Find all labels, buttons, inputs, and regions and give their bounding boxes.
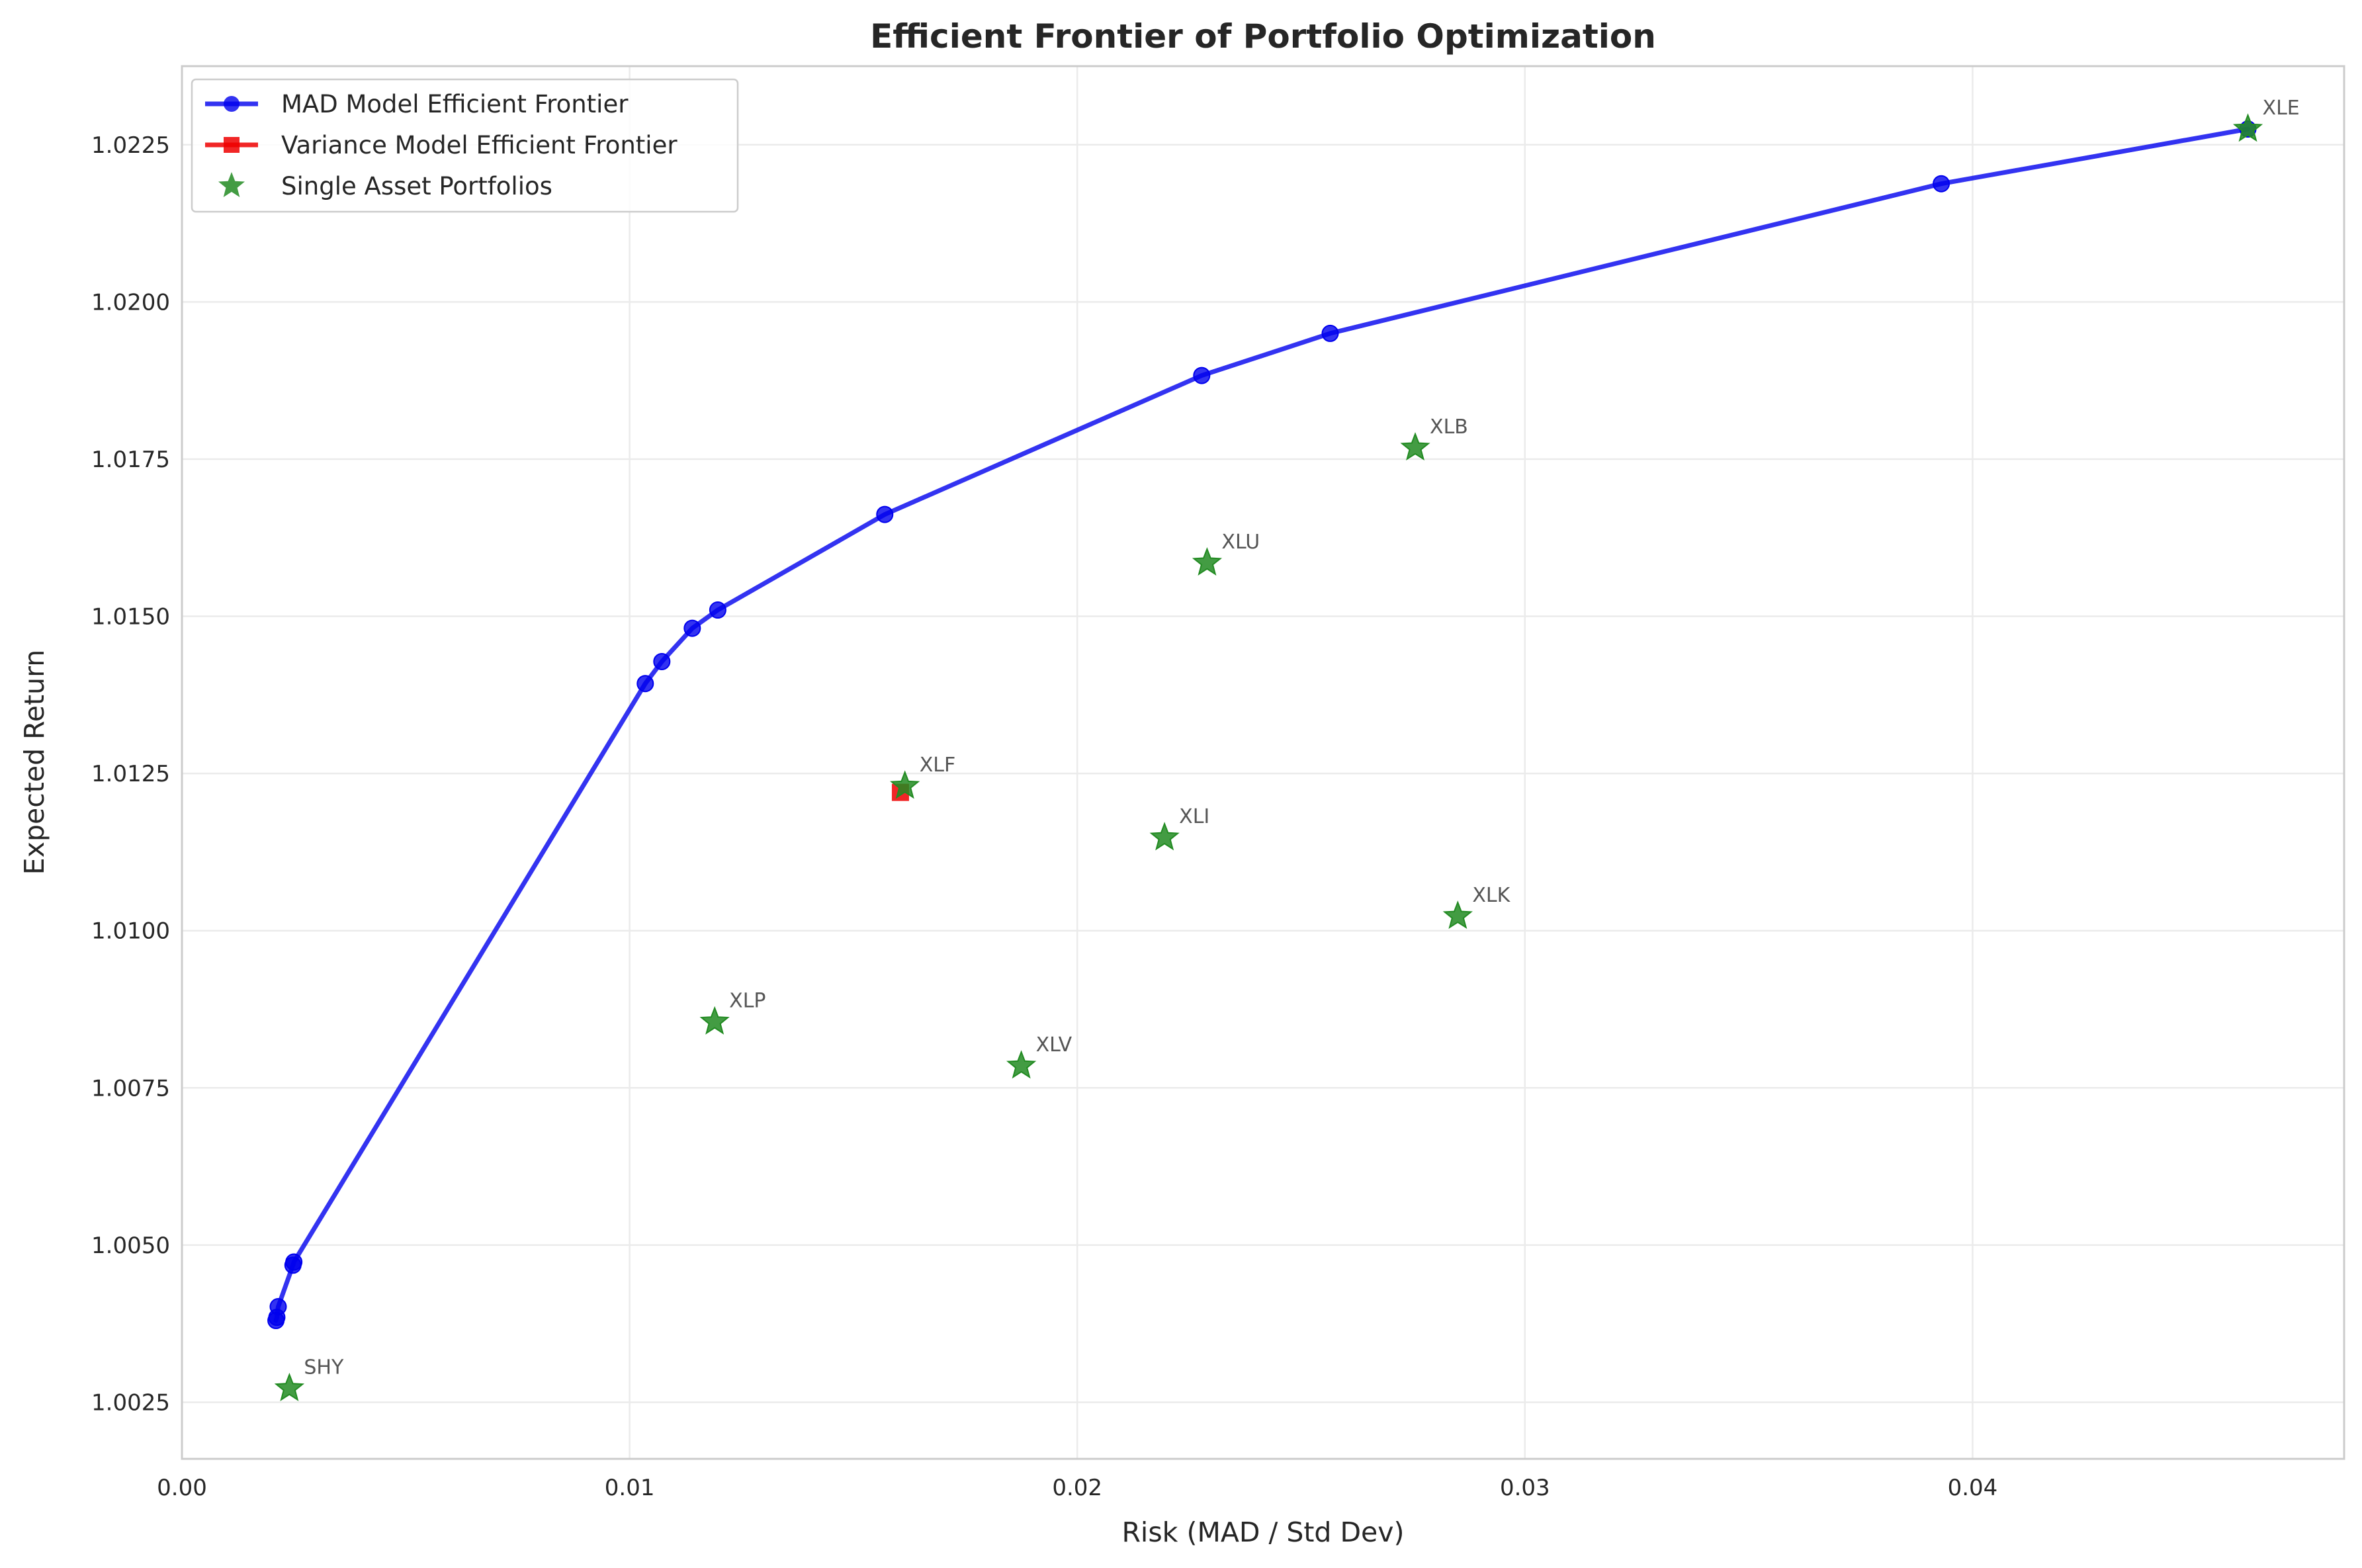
- single-asset-point: [699, 1006, 730, 1035]
- chart-title: Efficient Frontier of Portfolio Optimiza…: [870, 17, 1656, 56]
- legend-mad-marker: [224, 96, 240, 112]
- point-annotations: SHY XLP XLF XLV XLI XLU XLB XLK XLE: [304, 97, 2299, 1379]
- plot-area-frame: [181, 65, 2345, 1460]
- asset-label: SHY: [304, 1356, 344, 1379]
- single-asset-point: [1149, 822, 1180, 851]
- legend-single-asset-marker: [218, 172, 245, 197]
- single-asset-point: [1442, 900, 1473, 930]
- legend-label: MAD Model Efficient Frontier: [281, 90, 629, 118]
- y-tick-label: 1.0200: [91, 289, 170, 316]
- grid: [181, 66, 2344, 1459]
- series-layer: [267, 113, 2263, 1401]
- axis-ticks: 0.00 0.01 0.02 0.03 0.04 1.0025 1.0050 1.0075 1.…: [91, 132, 1997, 1501]
- asset-label: XLI: [1179, 805, 1209, 828]
- y-tick-label: 1.0125: [91, 761, 170, 787]
- y-tick-label: 1.0075: [91, 1075, 170, 1102]
- legend-label: Single Asset Portfolios: [281, 172, 552, 200]
- single-asset-point: [1192, 547, 1223, 576]
- legend-variance-marker: [224, 137, 240, 153]
- x-axis-label: Risk (MAD / Std Dev): [1121, 1516, 1404, 1548]
- y-tick-label: 1.0025: [91, 1389, 170, 1416]
- asset-label: XLF: [920, 754, 956, 777]
- asset-label: XLB: [1430, 415, 1468, 439]
- single-asset-point: [890, 770, 920, 799]
- mad-frontier-point: [1321, 324, 1339, 342]
- y-axis-label: Expected Return: [19, 650, 50, 875]
- y-tick-label: 1.0175: [91, 447, 170, 473]
- single-asset-point: [2232, 113, 2263, 142]
- y-tick-label: 1.0150: [91, 604, 170, 631]
- x-tick-label: 0.02: [1052, 1475, 1102, 1501]
- mad-frontier-point: [285, 1253, 303, 1271]
- single-asset-point: [1400, 432, 1430, 461]
- x-tick-label: 0.01: [605, 1475, 655, 1501]
- x-tick-label: 0.03: [1500, 1475, 1550, 1501]
- asset-label: XLU: [1221, 531, 1260, 554]
- mad-frontier-point: [683, 619, 701, 637]
- y-tick-label: 1.0225: [91, 132, 170, 159]
- mad-frontier-point: [709, 601, 726, 619]
- mad-frontier-point: [1193, 367, 1211, 384]
- single-asset-point: [274, 1372, 305, 1401]
- mad-frontier-point: [1933, 175, 1950, 193]
- asset-label: XLE: [2263, 97, 2300, 120]
- legend-label: Variance Model Efficient Frontier: [281, 131, 678, 159]
- y-tick-label: 1.0100: [91, 918, 170, 945]
- legend-box: [191, 78, 739, 213]
- asset-label: XLV: [1036, 1033, 1072, 1057]
- y-tick-label: 1.0050: [91, 1233, 170, 1259]
- mad-frontier-point: [269, 1298, 287, 1316]
- mad-frontier-point: [876, 505, 894, 523]
- legend: MAD Model Efficient Frontier Variance Mod…: [191, 78, 739, 213]
- single-asset-point: [1006, 1050, 1037, 1079]
- asset-label: XLK: [1472, 884, 1510, 907]
- mad-frontier-point: [653, 652, 671, 670]
- x-tick-label: 0.00: [157, 1475, 207, 1501]
- asset-label: XLP: [729, 990, 765, 1013]
- mad-frontier-point: [636, 675, 654, 693]
- x-tick-label: 0.04: [1948, 1475, 1998, 1501]
